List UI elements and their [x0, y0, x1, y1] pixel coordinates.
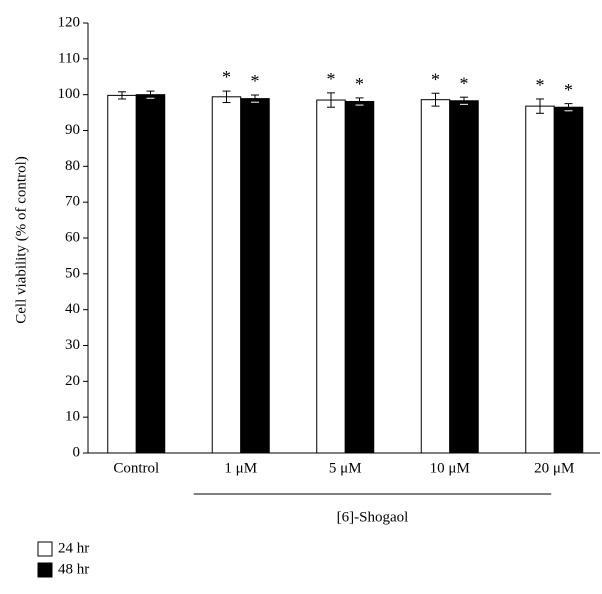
bar — [344, 100, 375, 454]
y-tick-label: 70 — [65, 194, 80, 210]
y-tick-label: 100 — [58, 86, 81, 102]
y-tick-label: 60 — [65, 229, 80, 245]
bar — [107, 94, 137, 454]
bar — [420, 99, 451, 454]
bar — [211, 96, 242, 454]
significance-mark: * — [222, 67, 231, 87]
legend-swatch — [37, 541, 53, 557]
bar — [449, 100, 479, 454]
x-tick-label: 20 μM — [534, 460, 574, 476]
bar — [553, 106, 584, 454]
y-tick-label: 80 — [65, 158, 80, 174]
group-label: [6]-Shogaol — [337, 509, 409, 525]
significance-mark: * — [251, 71, 260, 91]
y-tick-label: 20 — [65, 373, 80, 389]
y-tick-label: 50 — [65, 265, 80, 281]
y-tick-label: 0 — [73, 444, 81, 460]
legend-swatch — [37, 562, 53, 578]
significance-mark: * — [460, 73, 469, 93]
significance-mark: * — [564, 80, 573, 100]
significance-mark: * — [431, 69, 440, 89]
x-tick-label: 5 μM — [329, 460, 362, 476]
significance-mark: * — [327, 69, 336, 89]
x-tick-label: 1 μM — [224, 460, 257, 476]
bar — [135, 94, 166, 454]
bar — [525, 105, 555, 454]
y-axis-label: Cell viability (% of control) — [13, 156, 29, 323]
y-tick-label: 90 — [65, 122, 80, 138]
bar — [240, 98, 270, 454]
y-tick-label: 10 — [65, 409, 80, 425]
bar — [316, 99, 346, 454]
y-tick-label: 40 — [65, 301, 80, 317]
x-tick-label: 10 μM — [430, 460, 470, 476]
significance-mark: * — [536, 75, 545, 95]
y-tick-label: 110 — [58, 50, 80, 66]
y-tick-label: 30 — [65, 337, 80, 353]
significance-mark: * — [355, 74, 364, 94]
legend-label: 48 hr — [58, 561, 89, 577]
x-tick-label: Control — [113, 460, 159, 476]
y-tick-label: 120 — [58, 14, 81, 30]
legend-label: 24 hr — [58, 540, 89, 556]
